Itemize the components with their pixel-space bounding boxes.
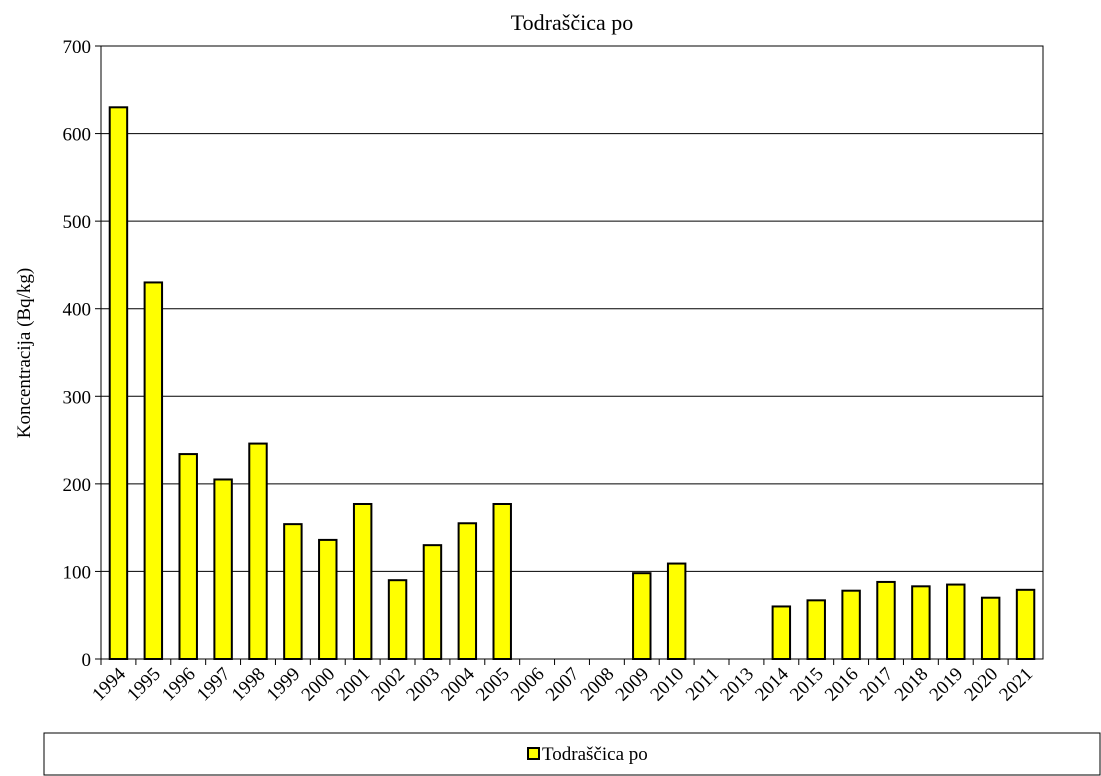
- y-tick-label: 400: [63, 300, 92, 321]
- bar: [143, 281, 164, 660]
- x-tick-label: 1994: [88, 663, 130, 705]
- x-tick-label: 2018: [891, 664, 933, 706]
- x-tick-label: 1999: [263, 664, 305, 706]
- x-tick-label: 2003: [402, 664, 444, 706]
- bar: [632, 572, 652, 660]
- x-tick-label: 2014: [751, 663, 793, 705]
- x-tick-label: 2008: [577, 664, 619, 706]
- x-tick-label: 2021: [995, 664, 1037, 706]
- x-tick-label: 2002: [367, 664, 409, 706]
- bar: [108, 106, 129, 661]
- bar: [387, 579, 408, 661]
- x-tick-label: 2016: [821, 664, 863, 706]
- bar: [178, 453, 198, 660]
- y-tick-label: 0: [82, 650, 92, 671]
- x-tick-label: 2013: [716, 664, 758, 706]
- y-tick-label: 700: [63, 37, 92, 58]
- x-tick-label: 2007: [542, 664, 584, 706]
- x-tick-label: 2017: [856, 664, 898, 706]
- x-tick-label: 1998: [228, 664, 270, 706]
- legend-label: Todraščica po: [542, 744, 648, 765]
- x-tick-label: 2009: [612, 664, 654, 706]
- x-tick-label: 2010: [646, 664, 688, 706]
- x-tick-label: 2020: [960, 664, 1002, 706]
- x-tick-label: 2001: [332, 664, 374, 706]
- x-tick-label: 2004: [437, 663, 479, 705]
- x-tick-label: 2005: [472, 664, 514, 706]
- x-tick-label: 2011: [682, 664, 723, 705]
- legend-swatch: [527, 747, 540, 760]
- x-tick-label: 1997: [193, 664, 235, 706]
- bar: [457, 522, 478, 660]
- bar: [771, 605, 792, 661]
- bar: [946, 583, 966, 660]
- y-tick-label: 200: [63, 475, 92, 496]
- bar: [841, 589, 861, 660]
- bar: [876, 580, 896, 660]
- bar: [318, 538, 338, 660]
- plot-frame: [100, 45, 1044, 660]
- y-tick-label: 100: [63, 562, 92, 583]
- y-tick-label: 500: [63, 212, 92, 233]
- y-axis-label: Koncentracija (Bq/kg): [14, 268, 35, 438]
- legend-box: [43, 732, 1101, 776]
- chart-title: Todraščica po: [511, 10, 633, 35]
- y-tick-label: 600: [63, 125, 92, 146]
- x-tick-label: 2015: [786, 664, 828, 706]
- bar: [283, 523, 303, 661]
- bar: [911, 585, 931, 661]
- y-tick-label: 300: [63, 387, 92, 408]
- bar: [1015, 588, 1036, 660]
- bar: [980, 596, 1001, 661]
- bar: [352, 502, 373, 660]
- x-tick-label: 2006: [507, 664, 549, 706]
- x-tick-label: 2019: [926, 664, 968, 706]
- bar: [666, 562, 687, 660]
- x-tick-label: 2000: [298, 664, 340, 706]
- x-tick-label: 1995: [123, 664, 165, 706]
- bar: [213, 478, 233, 660]
- bar: [422, 544, 443, 661]
- x-tick-label: 1996: [158, 664, 200, 706]
- bar: [806, 599, 826, 661]
- bar: [248, 442, 268, 660]
- bar: [492, 502, 512, 660]
